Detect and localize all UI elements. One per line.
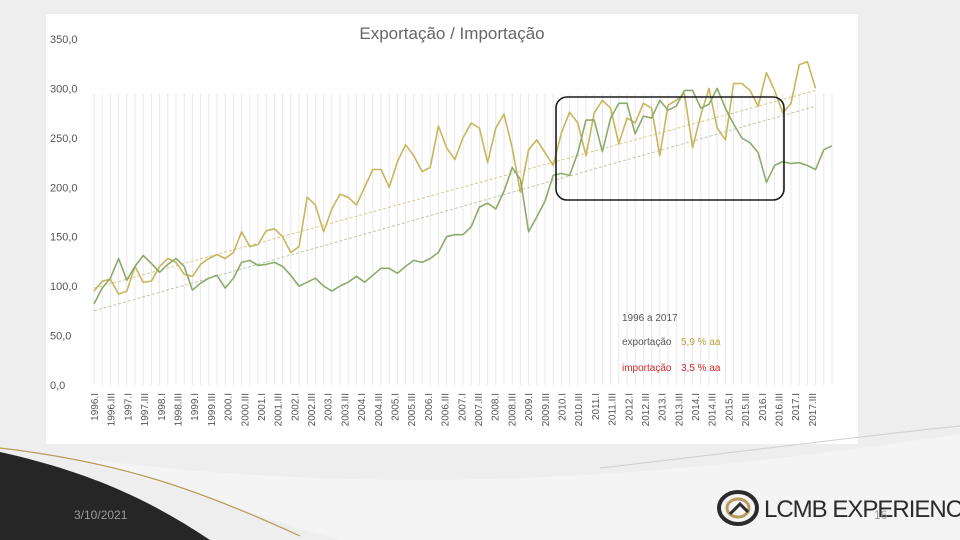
x-tick-label: 2012.I	[624, 393, 635, 421]
x-tick-label: 2013.I	[658, 393, 669, 421]
x-tick-label: 1998.III	[173, 393, 184, 426]
x-tick-label: 2006.I	[424, 393, 435, 421]
x-tick-label: 1997.I	[123, 393, 134, 421]
grid-layer	[93, 94, 833, 385]
x-tick-label: 2000.I	[224, 393, 235, 421]
x-tick-label: 2011.III	[608, 393, 619, 426]
x-tick-label: 2001.I	[257, 393, 268, 421]
x-tick-label: 2006.III	[441, 393, 452, 426]
x-tick-label: 1999.I	[190, 393, 201, 421]
dark-footer-swoosh	[0, 452, 210, 540]
x-tick-label: 2009.I	[524, 393, 535, 421]
x-tick-label: 2012.III	[641, 393, 652, 426]
x-tick-label: 2014.I	[691, 393, 702, 421]
x-tick-label: 2004.I	[357, 393, 368, 421]
gold-footer-line	[0, 447, 301, 537]
company-logo: LCMB EXPERIENCE	[716, 486, 960, 530]
x-tick-label: 2007.I	[457, 393, 468, 421]
series-layer	[93, 60, 833, 305]
x-tick-label: 2005.III	[407, 393, 418, 426]
y-tick-label: 150,0	[50, 232, 78, 244]
slide-date: 3/10/2021	[74, 508, 128, 522]
x-tick-label: 2011.I	[591, 393, 602, 420]
y-tick-label: 200,0	[50, 182, 78, 194]
x-tick-label: 1999.III	[207, 393, 218, 426]
chart-title: Exportação / Importação	[359, 24, 544, 43]
y-tick-label: 50,0	[50, 331, 71, 343]
x-tick-label: 2003.I	[324, 393, 335, 421]
x-tick-label: 2005.I	[391, 393, 402, 421]
x-tick-label: 2001.III	[274, 393, 285, 426]
x-tick-label: 2002.III	[307, 393, 318, 426]
logo-text: LCMB EXPERIENCE	[764, 496, 960, 523]
slide-number: 16	[874, 508, 888, 522]
x-tick-label: 2008.I	[491, 393, 502, 421]
x-tick-label: 2010.III	[574, 393, 585, 426]
x-tick-label: 2004.III	[374, 393, 385, 426]
x-tick-label: 2013.III	[674, 393, 685, 426]
annotation-export-rate: 5,9 % aa	[681, 337, 721, 348]
y-tick-label: 250,0	[50, 133, 78, 145]
x-tick-label: 2017.I	[791, 393, 802, 421]
series-line-export	[93, 60, 817, 295]
annotation-export-label: exportação	[622, 337, 672, 348]
x-tick-label: 1996.I	[90, 393, 101, 421]
annotation-import-label: importação	[622, 363, 672, 374]
annotation-import-rate: 3,5 % aa	[681, 363, 721, 374]
growth-annotation: 1996 a 2017 exportação 5,9 % aa importaç…	[622, 313, 721, 374]
x-tick-label: 2015.I	[724, 393, 735, 421]
x-tick-label: 2014.III	[708, 393, 719, 426]
x-axis-ticks: 1996.I 1996.III 1997.I 1997.III 1998.I 1998.I…	[90, 393, 819, 426]
x-tick-label: 1998.I	[157, 393, 168, 421]
x-tick-label: 2007.III	[474, 393, 485, 426]
chart-svg: Exportação / Importação 0,0 50,0 100,0 150,…	[50, 24, 833, 426]
x-tick-label: 1997.III	[140, 393, 151, 426]
y-axis-ticks: 0,0 50,0 100,0 150,0 200,0 250,0 300,0 350,0	[50, 34, 78, 392]
series-line-import	[93, 87, 833, 305]
y-tick-label: 300,0	[50, 83, 78, 95]
chart-panel: Exportação / Importação 0,0 50,0 100,0 150,…	[46, 14, 858, 444]
x-tick-label: 2017.III	[808, 393, 819, 426]
x-tick-label: 2008.III	[507, 393, 518, 426]
x-tick-label: 2010.I	[557, 393, 568, 421]
logo-emblem-icon	[717, 490, 759, 526]
y-tick-label: 350,0	[50, 34, 78, 46]
x-tick-label: 2002.I	[290, 393, 301, 421]
x-tick-label: 2003.III	[340, 393, 351, 426]
y-tick-label: 0,0	[50, 380, 65, 392]
x-tick-label: 2000.III	[240, 393, 251, 426]
x-tick-label: 2016.III	[775, 393, 786, 426]
x-tick-label: 2016.I	[758, 393, 769, 421]
y-tick-label: 100,0	[50, 281, 78, 293]
annotation-period: 1996 a 2017	[622, 313, 678, 324]
x-tick-label: 1996.III	[107, 393, 118, 426]
highlight-box	[555, 96, 785, 201]
x-tick-label: 2015.III	[741, 393, 752, 426]
x-tick-label: 2009.III	[541, 393, 552, 426]
